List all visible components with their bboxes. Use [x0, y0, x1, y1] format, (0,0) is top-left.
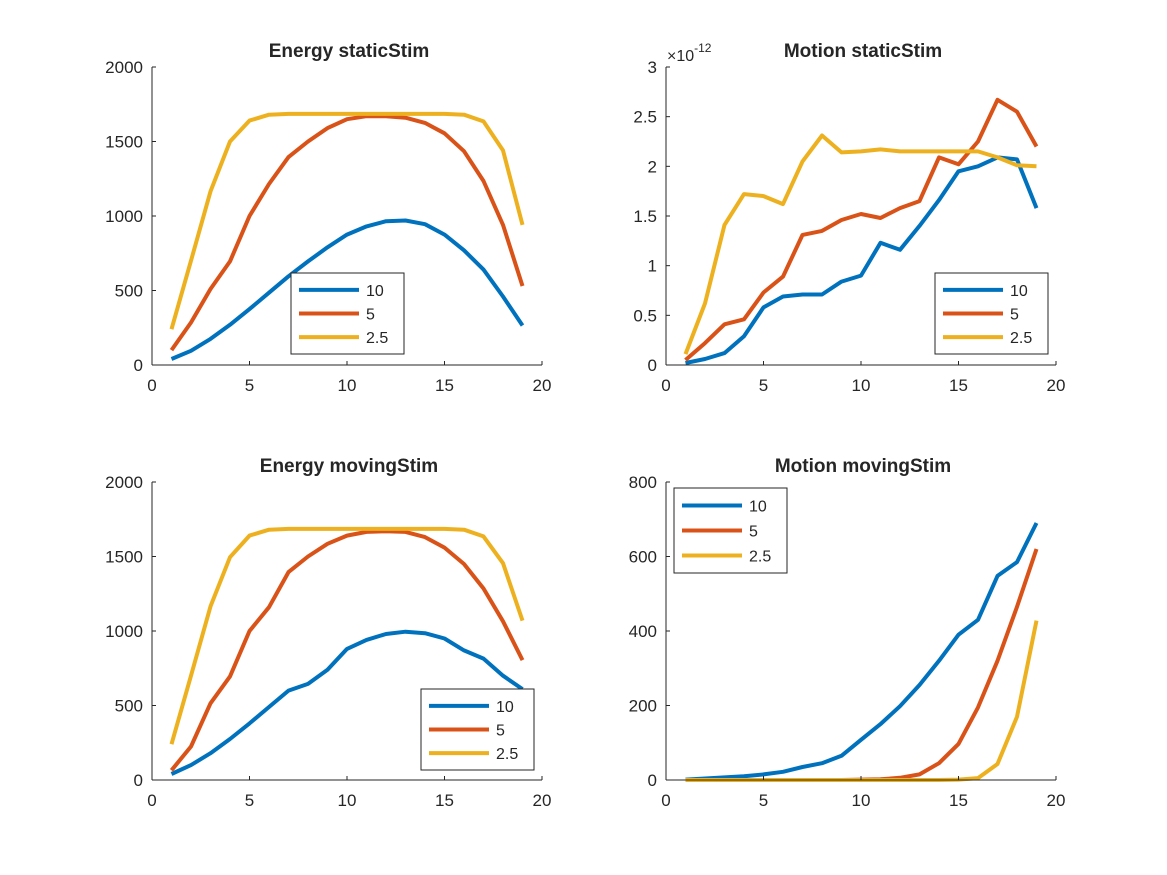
series-line-10	[685, 522, 1039, 782]
series-line-5	[169, 529, 525, 772]
x-tick-label: 5	[245, 376, 254, 395]
y-tick-label: 1000	[105, 622, 143, 641]
x-tick-label: 5	[245, 791, 254, 810]
x-tick-label: 5	[759, 791, 768, 810]
y-tick-label: 0	[648, 356, 657, 375]
y-tick-label: 500	[115, 697, 143, 716]
x-tick-label: 20	[1047, 376, 1066, 395]
series-line-10	[170, 218, 525, 361]
y-tick-label: 1000	[105, 207, 143, 226]
x-tick-label: 20	[533, 376, 552, 395]
y-tick-label: 0.5	[633, 306, 657, 325]
x-tick-label: 0	[147, 376, 156, 395]
series-line-5	[169, 114, 525, 352]
legend-label: 2.5	[749, 549, 771, 566]
legend-label: 10	[496, 699, 514, 716]
legend: 10 5 2.5	[934, 272, 1049, 355]
y-exponent-label: ×10-12	[667, 41, 712, 65]
y-exponent-power: -12	[694, 41, 712, 55]
x-tick-label: 15	[435, 376, 454, 395]
x-tick-label: 10	[338, 791, 357, 810]
series-line-2.5	[169, 526, 525, 745]
x-tick-label: 20	[533, 791, 552, 810]
y-tick-label: 500	[115, 282, 143, 301]
x-tick-label: 10	[852, 376, 871, 395]
legend-label: 2.5	[366, 330, 388, 347]
legend: 10 5 2.5	[420, 688, 535, 771]
x-tick-label: 10	[852, 791, 871, 810]
chart-title: Energy staticStim	[269, 41, 430, 62]
legend-label: 5	[366, 307, 375, 324]
y-tick-label: 800	[629, 473, 657, 492]
legend-label: 10	[366, 283, 384, 300]
y-tick-label: 3	[648, 58, 657, 77]
chart-title: Motion movingStim	[775, 456, 951, 477]
y-tick-label: 2000	[105, 473, 143, 492]
legend-label: 10	[1010, 283, 1028, 300]
x-tick-label: 0	[661, 791, 670, 810]
x-tick-label: 5	[759, 376, 768, 395]
y-tick-label: 600	[629, 548, 657, 567]
y-tick-label: 400	[629, 622, 657, 641]
y-tick-label: 0	[134, 356, 143, 375]
x-tick-label: 15	[949, 791, 968, 810]
y-tick-label: 200	[629, 697, 657, 716]
x-tick-label: 15	[435, 791, 454, 810]
x-tick-label: 0	[147, 791, 156, 810]
x-tick-label: 0	[661, 376, 670, 395]
subplot-3: 0 5 10 15 20 0 500 1000 1500 2000 Energy movingSti…	[105, 456, 551, 810]
legend-label: 5	[496, 723, 505, 740]
y-tick-label: 1.5	[633, 207, 657, 226]
y-tick-label: 0	[134, 771, 143, 790]
y-tick-label: 1	[648, 257, 657, 276]
y-tick-label: 2	[648, 157, 657, 176]
chart-title: Energy movingStim	[260, 456, 438, 477]
subplot-2: 0 5 10 15 20 0 0.5 1 1.5 2 2.5 3 ×10-12 Motion static…	[633, 41, 1065, 395]
series-line-10	[685, 155, 1039, 365]
series-line-5	[684, 97, 1039, 362]
x-tick-label: 20	[1047, 791, 1066, 810]
y-tick-label: 1500	[105, 133, 143, 152]
legend-label: 5	[1010, 307, 1019, 324]
legend-label: 2.5	[496, 746, 518, 763]
chart-title: Motion staticStim	[784, 41, 942, 62]
series-line-2.5	[169, 111, 525, 330]
y-tick-label: 0	[648, 771, 657, 790]
y-tick-label: 2.5	[633, 108, 657, 127]
legend-label: 10	[749, 499, 767, 516]
series-line-10	[170, 629, 524, 776]
legend: 10 5 2.5	[290, 272, 405, 355]
legend: 10 5 2.5	[673, 487, 788, 574]
x-tick-label: 15	[949, 376, 968, 395]
y-exponent-base: ×10	[667, 48, 694, 65]
y-tick-label: 1500	[105, 548, 143, 567]
x-tick-label: 10	[338, 376, 357, 395]
series-line-2.5	[683, 133, 1037, 355]
y-tick-label: 2000	[105, 58, 143, 77]
subplot-1: 0 5 10 15 20 0 500 1000 1500 2000 Energy staticSti…	[105, 41, 551, 395]
legend-label: 2.5	[1010, 330, 1032, 347]
legend-label: 5	[749, 524, 758, 541]
